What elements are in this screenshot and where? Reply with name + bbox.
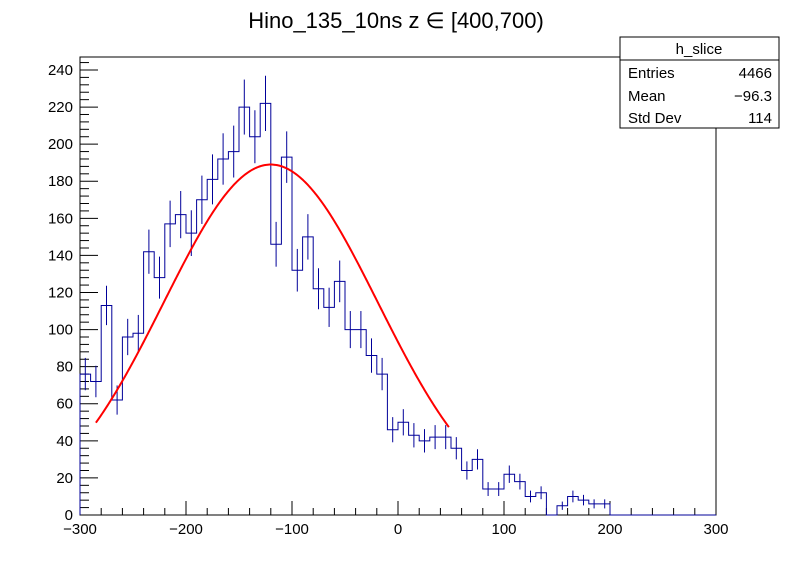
y-tick-label: 40 <box>56 433 73 450</box>
y-tick-label: 120 <box>48 284 73 301</box>
y-tick-label: 80 <box>56 359 73 376</box>
stats-mean-value: −96.3 <box>734 88 772 105</box>
x-tick-label: −100 <box>275 521 309 538</box>
histogram-outline <box>79 102 716 516</box>
y-tick-label: 140 <box>48 247 73 264</box>
x-tick-label: −300 <box>63 521 97 538</box>
x-tick-label: −200 <box>169 521 203 538</box>
stats-box-title: h_slice <box>676 41 723 58</box>
y-tick-label: 60 <box>56 396 73 413</box>
y-tick-label: 180 <box>48 173 73 190</box>
gaussian-fit-curve <box>95 163 450 428</box>
stats-entries-label: Entries <box>628 65 675 82</box>
y-tick-label: 240 <box>48 62 73 79</box>
y-tick-label: 200 <box>48 136 73 153</box>
x-tick-label: 0 <box>394 521 402 538</box>
x-tick-label: 200 <box>597 521 622 538</box>
chart-title: Hino_135_10ns z ∈ [400,700) <box>248 8 544 33</box>
stats-mean-label: Mean <box>628 88 666 105</box>
y-tick-label: 160 <box>48 210 73 227</box>
y-tick-label: 0 <box>65 507 73 524</box>
stats-box-frame <box>619 36 780 129</box>
y-tick-label: 100 <box>48 322 73 339</box>
axis-tick-labels: −300 −200 −100 0 100 200 300 0 20 40 60 80 100 120 140… <box>48 62 729 538</box>
stats-box: h_slice Entries 4466 Mean −96.3 Std Dev … <box>619 36 780 129</box>
y-tick-label: 220 <box>48 99 73 116</box>
stats-stddev-label: Std Dev <box>628 110 682 127</box>
y-tick-label: 20 <box>56 470 73 487</box>
x-tick-label: 100 <box>491 521 516 538</box>
x-tick-label: 300 <box>703 521 728 538</box>
stats-entries-value: 4466 <box>739 65 772 82</box>
stats-stddev-value: 114 <box>748 110 772 127</box>
